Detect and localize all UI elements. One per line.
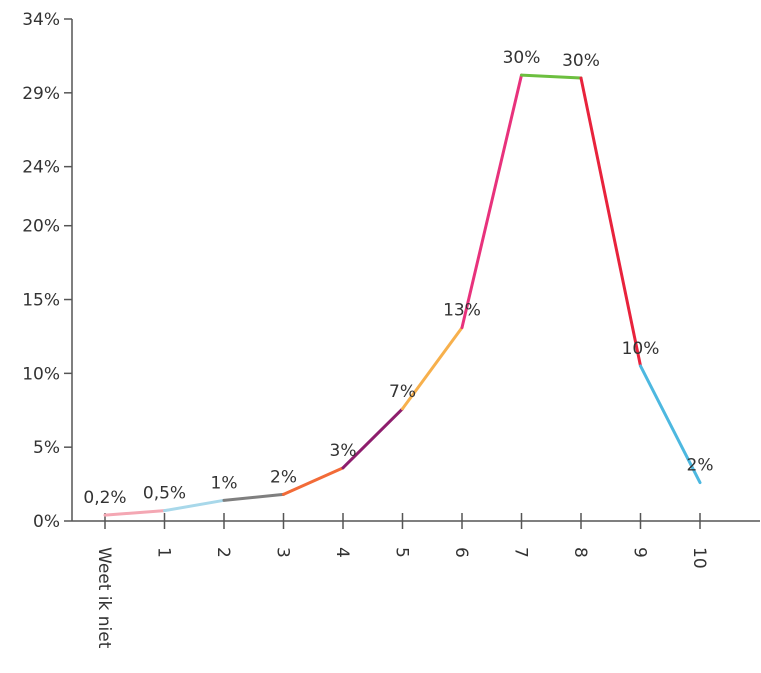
y-tick-label: 15%	[22, 291, 60, 311]
data-label: 2%	[687, 456, 714, 476]
data-label: 13%	[443, 301, 481, 321]
data-label: 0,5%	[143, 484, 186, 504]
line-segment	[163, 498, 226, 513]
x-tick-label: 5	[392, 547, 412, 558]
y-tick-label: 5%	[33, 438, 60, 458]
y-tick-label: 34%	[22, 10, 60, 30]
line-segment	[460, 73, 523, 330]
x-tick-label: 3	[273, 547, 293, 558]
x-tick-label: 1	[154, 547, 174, 558]
y-tick-label: 24%	[22, 158, 60, 178]
x-tick-label: 8	[570, 547, 590, 558]
y-tick-label: 10%	[22, 364, 60, 384]
line-segment	[520, 73, 583, 80]
data-label: 3%	[330, 441, 357, 461]
data-label: 2%	[270, 467, 297, 487]
y-tick-label: 20%	[22, 217, 60, 237]
x-tick-label: 9	[630, 547, 650, 558]
line-segment	[103, 509, 166, 517]
y-tick-label: 29%	[22, 84, 60, 104]
line-segment	[222, 492, 285, 502]
line-segment	[401, 326, 464, 411]
line-segment	[341, 407, 404, 470]
x-tick-label: Weet ik niet	[94, 547, 114, 649]
x-tick-label: 6	[451, 547, 471, 558]
data-labels: 0,2% 0,5% 1% 2% 3% 7% 13% 30% 30% 10% 2%	[83, 48, 713, 508]
y-tick-label: 0%	[33, 512, 60, 532]
data-label: 10%	[622, 339, 660, 359]
x-tick-label: 2	[213, 547, 233, 558]
data-label: 30%	[503, 48, 541, 68]
series-line	[103, 73, 702, 517]
x-tick-label: 7	[511, 547, 531, 558]
line-segment	[579, 76, 642, 368]
line-segment	[639, 364, 702, 485]
line-segment	[282, 466, 345, 496]
x-tick-label: 10	[689, 547, 709, 569]
x-axis: Weet ik niet 1 2 3 4 5 6 7 8 9 10	[72, 513, 760, 649]
data-label: 1%	[211, 473, 238, 493]
data-label: 30%	[562, 51, 600, 71]
data-label: 0,2%	[83, 488, 126, 508]
x-tick-label: 4	[332, 547, 352, 558]
y-axis: 0% 5% 10% 15% 20% 24% 29% 34%	[22, 10, 73, 532]
data-label: 7%	[389, 382, 416, 402]
